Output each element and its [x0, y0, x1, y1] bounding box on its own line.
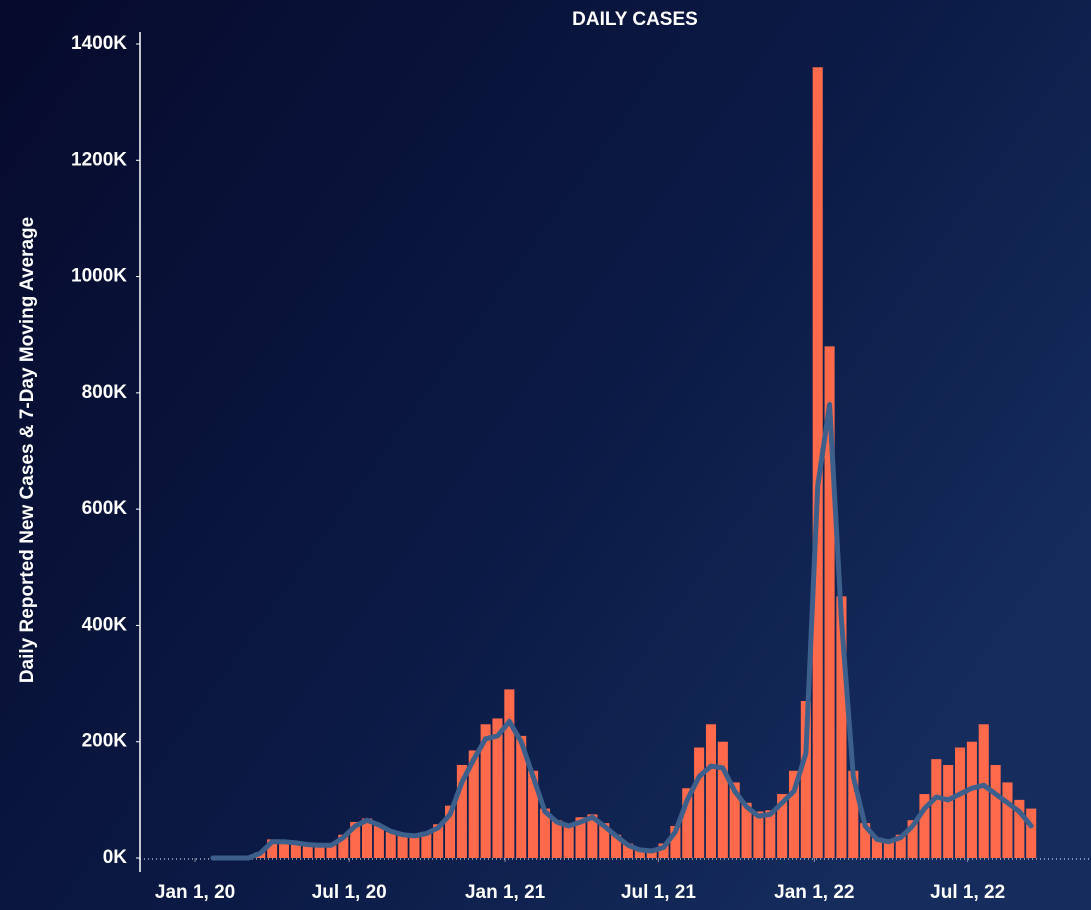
bar [290, 842, 301, 858]
bar [812, 67, 823, 858]
bar [445, 805, 456, 858]
bar [777, 794, 788, 858]
bar [990, 764, 1001, 858]
bar [421, 831, 432, 858]
bar [611, 834, 622, 858]
bar [966, 741, 977, 858]
y-tick-label: 200K [82, 731, 128, 752]
bar [848, 770, 859, 858]
bar [338, 834, 349, 858]
bar [883, 840, 894, 858]
y-tick-label: 600K [82, 498, 128, 519]
bar [658, 843, 669, 858]
bar [433, 824, 444, 858]
bar [978, 724, 989, 858]
x-tick-label: Jul 1, 21 [621, 882, 696, 903]
bar [492, 718, 503, 858]
x-tick-label: Jan 1, 20 [155, 882, 235, 903]
y-tick-label: 800K [82, 382, 128, 403]
bar [931, 759, 942, 858]
bar [599, 823, 610, 858]
bar [954, 747, 966, 858]
x-tick-label: Jul 1, 20 [312, 882, 387, 903]
bar [516, 735, 527, 858]
bar [587, 814, 598, 858]
bar [409, 837, 420, 858]
bar [480, 724, 491, 858]
bar [278, 840, 290, 858]
x-tick-label: Jan 1, 22 [774, 882, 854, 903]
y-tick-label: 400K [82, 614, 128, 635]
bar [871, 837, 883, 858]
moving-average-line [210, 402, 1034, 861]
bar [1026, 808, 1037, 858]
chart-title: DAILY CASES [572, 9, 698, 30]
bar [907, 820, 918, 858]
bar [919, 794, 930, 858]
bar [539, 808, 550, 858]
bar [860, 823, 871, 858]
bar [717, 741, 728, 858]
bar [361, 818, 373, 858]
bar [694, 747, 705, 858]
bar [741, 802, 752, 858]
bar [895, 834, 906, 858]
bar [385, 831, 396, 858]
bar [788, 770, 800, 858]
bar [563, 824, 574, 858]
bar [670, 826, 681, 858]
bar [1002, 782, 1013, 858]
bar [350, 821, 361, 858]
bar [705, 724, 717, 858]
bar [753, 811, 764, 858]
bar [824, 346, 835, 858]
bar [575, 817, 586, 858]
bar [326, 843, 337, 858]
y-tick-label: 1000K [71, 266, 127, 287]
bar [765, 810, 776, 858]
bar [302, 843, 313, 858]
bar [646, 850, 657, 858]
x-tick-label: Jul 1, 22 [930, 882, 1005, 903]
bar [682, 788, 693, 858]
bar [943, 764, 954, 858]
bar [314, 845, 325, 858]
bar [528, 770, 539, 858]
bar [456, 764, 467, 858]
bar [836, 596, 847, 858]
y-tick-label: 1200K [71, 149, 127, 170]
y-tick-label: 1400K [71, 33, 127, 54]
x-tick-label: Jan 1, 21 [465, 882, 546, 903]
bar [267, 839, 278, 858]
bar [551, 820, 562, 858]
y-tick-label: 0K [103, 847, 128, 868]
bar [397, 834, 408, 858]
bar [373, 826, 384, 858]
bar [504, 689, 515, 858]
bar [468, 750, 479, 858]
bar [622, 843, 633, 858]
bar [729, 782, 740, 858]
bar [1014, 799, 1025, 858]
bar [634, 849, 645, 858]
bar [800, 701, 811, 858]
y-axis-label: Daily Reported New Cases & 7-Day Moving … [17, 217, 38, 683]
